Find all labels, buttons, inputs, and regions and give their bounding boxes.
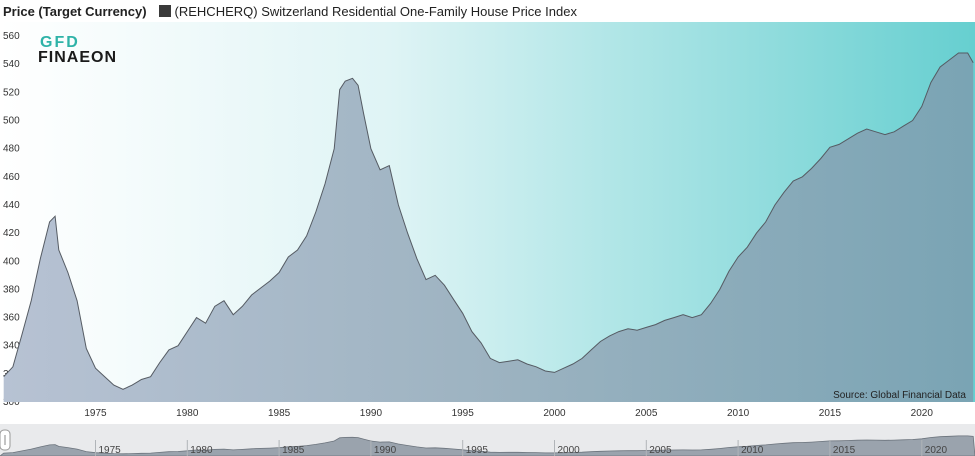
logo-line-1: GFD xyxy=(40,34,80,51)
navigator-tick-label: 2000 xyxy=(558,445,581,456)
navigator-tick-label: 1990 xyxy=(374,445,397,456)
y-tick-label: 420 xyxy=(3,228,20,239)
series-layer xyxy=(3,52,974,402)
series-legend-label: (REHCHERQ) Switzerland Residential One-F… xyxy=(174,3,577,19)
x-tick-label: 2005 xyxy=(635,408,658,419)
navigator-axis: 1975 1980 1985 1990 1995 2000 2005 2010 2015 2020 xyxy=(95,440,948,456)
source-note: Source: Global Financial Data xyxy=(833,390,966,401)
navigator-tick-label: 2005 xyxy=(649,445,672,456)
y-tick-label: 520 xyxy=(3,87,20,98)
x-tick-label: 1995 xyxy=(452,408,475,419)
y-tick-label: 340 xyxy=(3,341,20,352)
navigator-area xyxy=(0,435,975,456)
x-tick-label: 2010 xyxy=(727,408,750,419)
x-tick-label: 1975 xyxy=(84,408,107,419)
y-tick-label: 400 xyxy=(3,256,20,267)
navigator-tick-label: 2015 xyxy=(833,445,856,456)
x-tick-label: 1990 xyxy=(360,408,383,419)
x-tick-label: 1985 xyxy=(268,408,291,419)
navigator-tick-label: 1980 xyxy=(190,445,213,456)
x-tick-label: 2000 xyxy=(543,408,566,419)
price-axis-title: Price (Target Currency) xyxy=(3,3,147,19)
range-navigator[interactable]: 1975 1980 1985 1990 1995 2000 2005 2010 2015 2020 xyxy=(0,424,975,456)
navigator-series xyxy=(0,435,975,456)
chart-area: 3003203403603804004204404604805005205405… xyxy=(0,22,975,419)
navigator-tick-label: 2010 xyxy=(741,445,764,456)
gfd-logo: GFD FINAEON xyxy=(38,34,117,66)
logo-line-2: FINAEON xyxy=(38,49,117,66)
y-tick-label: 360 xyxy=(3,313,20,324)
series-legend-swatch xyxy=(158,5,171,17)
x-axis: 1975 1980 1985 1990 1995 2000 2005 2010 2015 2020 xyxy=(84,408,933,419)
y-tick-label: 300 xyxy=(3,397,20,408)
navigator-tick-label: 1975 xyxy=(99,445,122,456)
y-tick-label: 380 xyxy=(3,284,20,295)
x-tick-label: 2015 xyxy=(819,408,842,419)
y-tick-label: 440 xyxy=(3,200,20,211)
x-tick-label: 1980 xyxy=(176,408,199,419)
x-tick-label: 2020 xyxy=(911,408,934,419)
y-tick-label: 460 xyxy=(3,172,20,183)
navigator-tick-label: 1985 xyxy=(282,445,305,456)
series-area xyxy=(3,53,974,402)
y-tick-label: 500 xyxy=(3,116,20,127)
chart-header: Price (Target Currency) (REHCHERQ) Switz… xyxy=(0,0,975,22)
series-line xyxy=(3,52,974,390)
y-tick-label: 540 xyxy=(3,59,20,70)
navigator-tick-label: 2020 xyxy=(925,445,948,456)
y-tick-label: 480 xyxy=(3,144,20,155)
navigator-tick-label: 1995 xyxy=(466,445,489,456)
y-tick-label: 560 xyxy=(3,31,20,42)
